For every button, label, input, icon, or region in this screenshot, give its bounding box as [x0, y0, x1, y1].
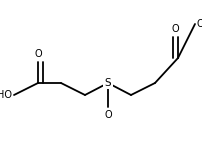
Text: O: O [34, 49, 42, 59]
Text: OH: OH [196, 19, 202, 29]
Text: O: O [104, 110, 111, 120]
Text: O: O [170, 24, 178, 34]
Text: S: S [104, 78, 111, 88]
Text: HO: HO [0, 90, 12, 100]
